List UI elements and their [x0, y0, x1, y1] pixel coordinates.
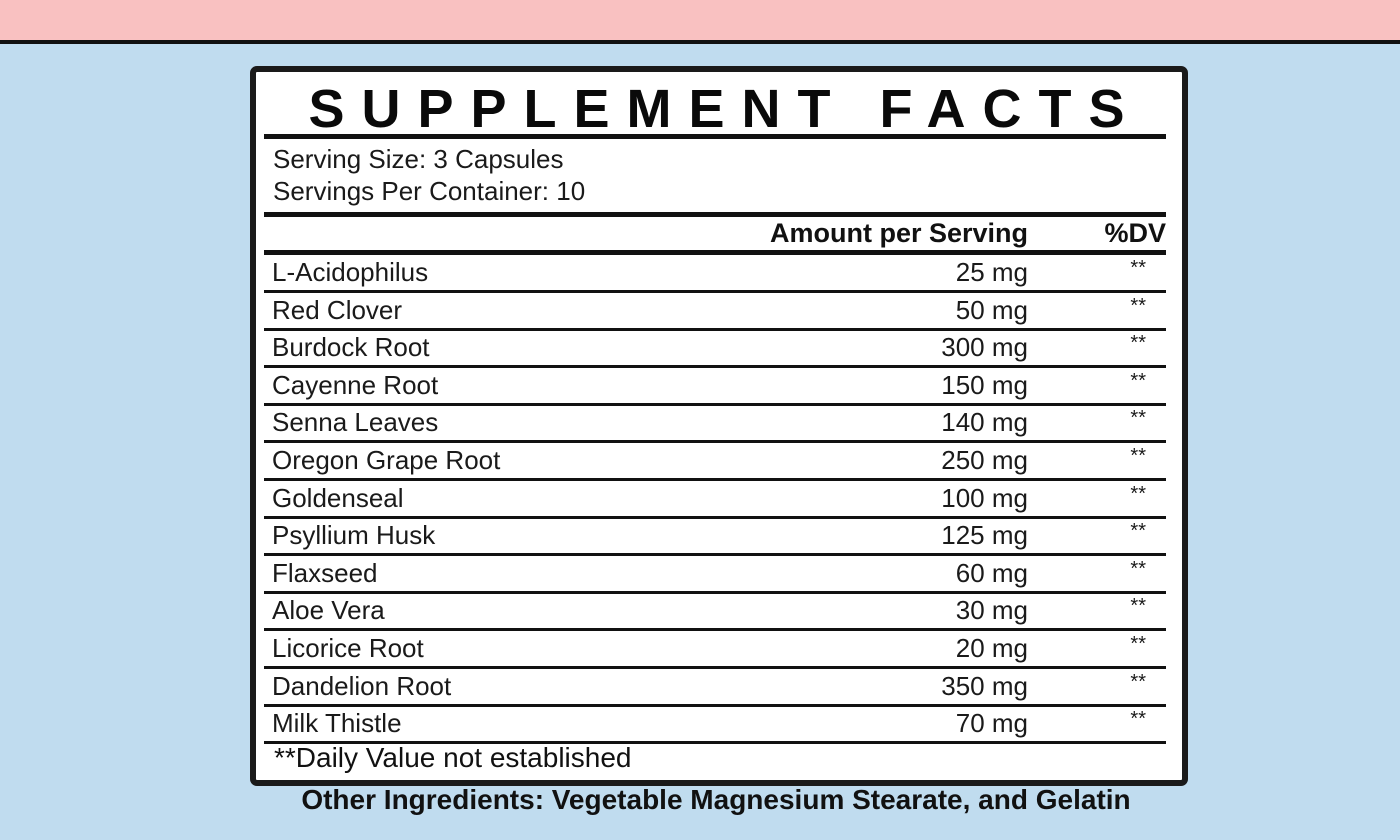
row-divider: [264, 515, 1166, 519]
ingredient-amount: 50 mg: [955, 294, 1028, 325]
other-ingredients: Other Ingredients: Vegetable Magnesium S…: [301, 784, 1131, 815]
ingredient-dv: **: [1130, 520, 1146, 543]
divider: [264, 250, 1166, 255]
table-row: Dandelion Root 350 mg **: [256, 668, 1182, 704]
ingredient-name: Burdock Root: [272, 332, 430, 363]
table-row: Aloe Vera 30 mg **: [256, 592, 1182, 628]
top-band: [0, 0, 1400, 44]
ingredient-name: Flaxseed: [272, 557, 378, 588]
table-row: Milk Thistle 70 mg **: [256, 705, 1182, 741]
ingredient-name: L-Acidophilus: [272, 257, 429, 287]
row-divider: [264, 402, 1166, 406]
ingredient-amount: 350 mg: [941, 670, 1028, 701]
table-row: Burdock Root 300 mg **: [256, 329, 1182, 365]
ingredient-amount: 140 mg: [941, 407, 1028, 438]
row-divider: [264, 628, 1166, 632]
ingredient-amount: 25 mg: [955, 257, 1028, 287]
ingredient-name: Oregon Grape Root: [272, 445, 501, 475]
ingredient-amount: 100 mg: [941, 482, 1028, 513]
divider: [264, 212, 1166, 217]
row-divider: [264, 365, 1166, 369]
dv-column-header: %DV: [1104, 218, 1166, 248]
ingredient-dv: **: [1130, 557, 1146, 580]
ingredient-name: Dandelion Root: [272, 670, 452, 701]
ingredient-dv: **: [1130, 332, 1146, 355]
row-divider: [264, 327, 1166, 331]
ingredient-amount: 250 mg: [941, 445, 1028, 475]
footnote: **Daily Value not established: [274, 742, 632, 773]
ingredient-name: Goldenseal: [272, 482, 404, 513]
table-row: Psyllium Husk 125 mg **: [256, 517, 1182, 553]
row-divider: [264, 741, 1166, 745]
ingredient-dv: **: [1130, 670, 1146, 693]
ingredient-dv: **: [1130, 257, 1146, 279]
table-row: Goldenseal 100 mg **: [256, 480, 1182, 516]
ingredient-name: Psyllium Husk: [272, 520, 436, 551]
table-row: Cayenne Root 150 mg **: [256, 367, 1182, 403]
ingredient-name: Senna Leaves: [272, 407, 439, 438]
ingredient-dv: **: [1130, 407, 1146, 430]
row-divider: [264, 553, 1166, 557]
ingredient-name: Aloe Vera: [272, 595, 385, 626]
panel-title: SUPPLEMENT FACTS: [308, 79, 1142, 139]
row-divider: [264, 478, 1166, 481]
ingredient-name: Milk Thistle: [272, 708, 402, 739]
row-divider: [264, 703, 1166, 707]
servings-per-container: Servings Per Container: 10: [273, 176, 586, 206]
ingredient-amount: 125 mg: [941, 520, 1028, 551]
ingredient-amount: 30 mg: [955, 595, 1028, 626]
row-divider: [264, 666, 1166, 669]
table-row: Oregon Grape Root 250 mg **: [256, 442, 1182, 478]
table-row: L-Acidophilus 25 mg **: [256, 254, 1182, 290]
divider: [264, 134, 1166, 139]
ingredient-name: Licorice Root: [272, 633, 424, 663]
table-row: Flaxseed 60 mg **: [256, 555, 1182, 591]
ingredient-dv: **: [1130, 595, 1146, 618]
row-divider: [264, 590, 1166, 594]
ingredient-amount: 20 mg: [955, 633, 1028, 663]
ingredient-amount: 300 mg: [941, 332, 1028, 363]
serving-size: Serving Size: 3 Capsules: [273, 144, 564, 174]
ingredient-amount: 150 mg: [941, 369, 1028, 400]
ingredient-name: Cayenne Root: [272, 369, 439, 400]
ingredient-dv: **: [1130, 708, 1146, 731]
ingredient-amount: 70 mg: [955, 708, 1028, 739]
ingredient-dv: **: [1130, 482, 1146, 505]
table-row: Senna Leaves 140 mg **: [256, 404, 1182, 440]
amount-column-header: Amount per Serving: [769, 218, 1028, 248]
ingredient-amount: 60 mg: [955, 557, 1028, 588]
row-divider: [264, 290, 1166, 293]
table-row: Red Clover 50 mg **: [256, 292, 1182, 328]
table-row: Licorice Root 20 mg **: [256, 630, 1182, 666]
supplement-facts-panel: SUPPLEMENT FACTS Serving Size: 3 Capsule…: [250, 66, 1188, 786]
ingredient-dv: **: [1130, 633, 1146, 655]
row-divider: [264, 440, 1166, 444]
ingredient-name: Red Clover: [272, 294, 403, 325]
ingredient-dv: **: [1130, 445, 1146, 467]
ingredient-dv: **: [1130, 294, 1146, 317]
ingredient-dv: **: [1130, 369, 1146, 392]
